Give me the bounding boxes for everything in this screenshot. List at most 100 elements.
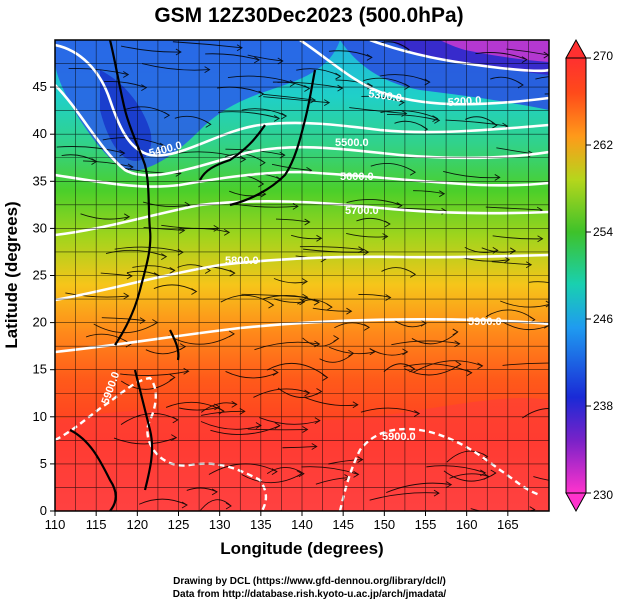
streamline	[360, 407, 420, 414]
streamline	[315, 477, 350, 485]
x-tick-label: 155	[415, 517, 437, 532]
streamline-arrow	[409, 168, 417, 176]
streamline	[533, 476, 549, 481]
streamline	[522, 408, 549, 419]
streamline	[291, 234, 322, 240]
x-tick-label: 150	[373, 517, 395, 532]
colorbar: 270 262 254 246 238 230	[565, 38, 613, 513]
streamline-arrow	[537, 235, 544, 243]
streamline	[261, 93, 316, 101]
streamline-arrow	[409, 271, 417, 278]
streamline	[241, 473, 303, 484]
streamline-arrow	[593, 82, 598, 88]
contour-labels: 5200.0 5300.0 5400.0 5500.0 5600.0 5700.…	[100, 88, 502, 443]
contour-line	[55, 199, 549, 237]
streamline	[113, 437, 177, 445]
streamline	[403, 363, 472, 374]
streamline	[445, 119, 508, 127]
streamline-arrow	[545, 300, 549, 308]
streamline-arrow	[272, 369, 279, 376]
y-tick-label: 20	[33, 315, 47, 330]
streamline	[177, 151, 246, 160]
x-tick-label: 160	[456, 517, 478, 532]
streamline-arrow	[126, 272, 133, 280]
streamline-arrow	[363, 323, 371, 331]
streamline-arrow	[316, 234, 323, 242]
streamline	[120, 370, 189, 376]
streamline-arrow	[225, 502, 232, 510]
contour-line	[55, 253, 549, 302]
streamline-arrow	[333, 335, 340, 342]
streamline-arrow	[183, 367, 190, 375]
streamline-arrow	[309, 96, 317, 104]
streamline	[261, 295, 320, 303]
streamline	[247, 54, 283, 62]
streamline	[528, 281, 549, 284]
streamline	[200, 402, 237, 413]
colorbar-top-arrow	[565, 38, 587, 59]
streamline	[259, 417, 320, 425]
streamline	[241, 293, 308, 298]
streamline	[491, 261, 532, 266]
streamline-arrow	[404, 83, 411, 91]
streamline	[68, 68, 129, 75]
streamline-arrow	[228, 330, 235, 338]
streamline	[503, 321, 549, 330]
streamline	[254, 341, 320, 351]
streamline	[485, 206, 543, 211]
contour-label: 5300.0	[368, 88, 403, 105]
streamline-arrow	[593, 476, 598, 482]
streamline	[369, 492, 440, 501]
streamline-arrow	[398, 99, 405, 106]
coastlines	[69, 40, 317, 511]
streamline	[247, 428, 308, 431]
coastline-japan	[229, 69, 317, 207]
streamline-arrow	[274, 422, 281, 430]
streamline-arrow	[299, 298, 306, 306]
y-axis: 0 5 10 15 20 25 30 35 40 45	[33, 79, 55, 518]
y-tick-label: 0	[40, 503, 47, 518]
streamline-arrow	[480, 469, 487, 477]
streamline	[210, 425, 280, 435]
streamline	[464, 246, 498, 253]
streamline-arrow	[396, 202, 403, 209]
streamline	[535, 76, 549, 80]
streamline-arrow	[326, 303, 333, 311]
streamline-arrow	[236, 44, 243, 52]
streamline	[126, 270, 160, 277]
streamline-arrow	[454, 340, 461, 348]
streamline	[273, 278, 308, 284]
colorbar-ticks: 270 262 254 246 238 230	[586, 49, 613, 502]
streamline	[282, 446, 317, 449]
y-tick-label: 10	[33, 409, 47, 424]
streamline-arrow	[231, 400, 238, 408]
streamline	[65, 292, 129, 298]
streamline	[413, 360, 483, 373]
streamline-arrow	[335, 72, 342, 80]
streamline-arrow	[181, 501, 188, 509]
streamline-arrow	[322, 374, 329, 381]
colorbar-bottom-arrow	[565, 492, 587, 513]
contour-line	[55, 43, 549, 157]
coastline-korea	[199, 124, 266, 181]
colorbar-tick-label: 254	[593, 225, 613, 239]
streamline-arrow	[281, 112, 288, 120]
streamline	[241, 108, 287, 117]
streamline	[101, 317, 145, 322]
streamline-arrow	[239, 408, 246, 415]
streamline	[328, 459, 363, 465]
streamline	[105, 249, 167, 257]
streamline-arrow	[490, 469, 497, 477]
streamline-arrow	[521, 56, 528, 64]
streamline-arrow	[292, 202, 299, 210]
colorbar-tick-label: 270	[593, 49, 613, 63]
x-tick-label: 165	[497, 517, 519, 532]
streamline-arrow	[432, 115, 439, 122]
streamline-arrow	[240, 155, 247, 163]
streamline-arrow	[259, 159, 266, 167]
streamline-arrow	[302, 426, 309, 433]
y-tick-label: 15	[33, 362, 47, 377]
streamline-arrow	[119, 149, 126, 157]
streamline	[138, 498, 188, 506]
